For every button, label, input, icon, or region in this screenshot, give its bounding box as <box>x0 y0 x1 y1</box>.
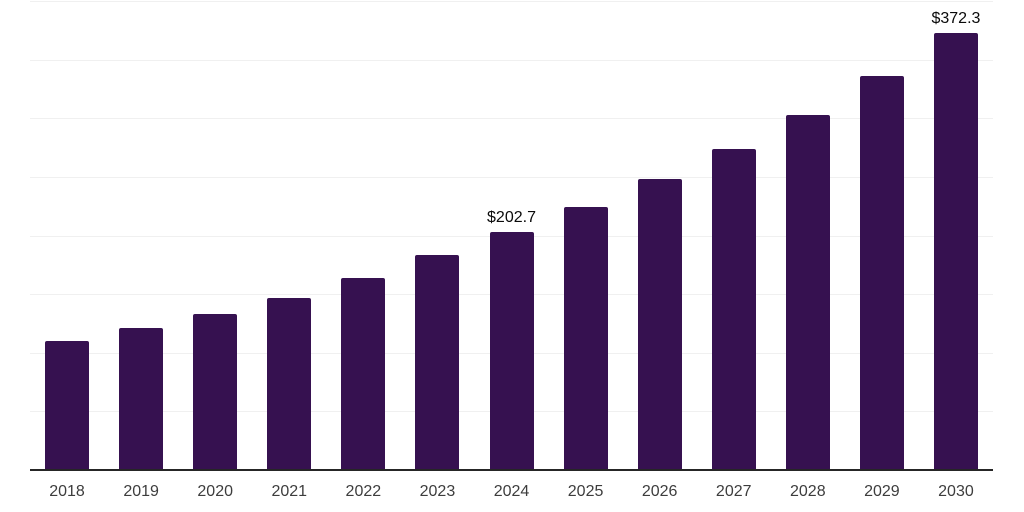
x-tick-label-2025: 2025 <box>567 483 604 500</box>
x-tick-label-2021: 2021 <box>271 483 308 500</box>
x-tick-label-2029: 2029 <box>864 483 900 500</box>
x-axis-tick-labels: 2018 2019 2020 2021 2022 2023 2024 2025 2026 2027… <box>30 484 993 508</box>
bar-2018 <box>45 341 90 470</box>
x-tick-label-2020: 2020 <box>197 483 233 500</box>
x-tick-label-2019: 2019 <box>123 483 159 500</box>
x-axis-line <box>30 469 993 471</box>
bar-2023 <box>415 255 460 470</box>
gridline <box>30 0 993 2</box>
gridline <box>30 118 993 120</box>
x-tick-label-2028: 2028 <box>790 483 826 500</box>
gridline <box>30 59 993 61</box>
bar-2028 <box>785 114 830 470</box>
bar-2025 <box>563 207 608 470</box>
bar-2022 <box>341 278 386 470</box>
bar-2029 <box>859 75 904 470</box>
bar-2019 <box>119 327 164 470</box>
bar-2030 <box>933 33 978 470</box>
bar-2026 <box>637 179 682 470</box>
x-tick-label-2030: 2030 <box>938 483 974 500</box>
bar-2020 <box>193 314 238 470</box>
value-label-2024: $202.7 <box>487 209 536 227</box>
bar-2027 <box>711 148 756 470</box>
value-label-2030: $372.3 <box>931 10 981 28</box>
x-tick-label-2022: 2022 <box>345 483 382 500</box>
plot-area: $202.7 $372.3 <box>30 0 993 470</box>
x-tick-label-2018: 2018 <box>49 483 85 500</box>
x-tick-label-2024: 2024 <box>493 483 530 500</box>
x-tick-label-2026: 2026 <box>641 483 678 500</box>
x-tick-label-2023: 2023 <box>419 483 456 500</box>
bar-2024 <box>489 232 534 470</box>
gridline <box>30 176 993 178</box>
x-tick-label-2027: 2027 <box>715 483 752 500</box>
bar-2021 <box>267 298 312 470</box>
